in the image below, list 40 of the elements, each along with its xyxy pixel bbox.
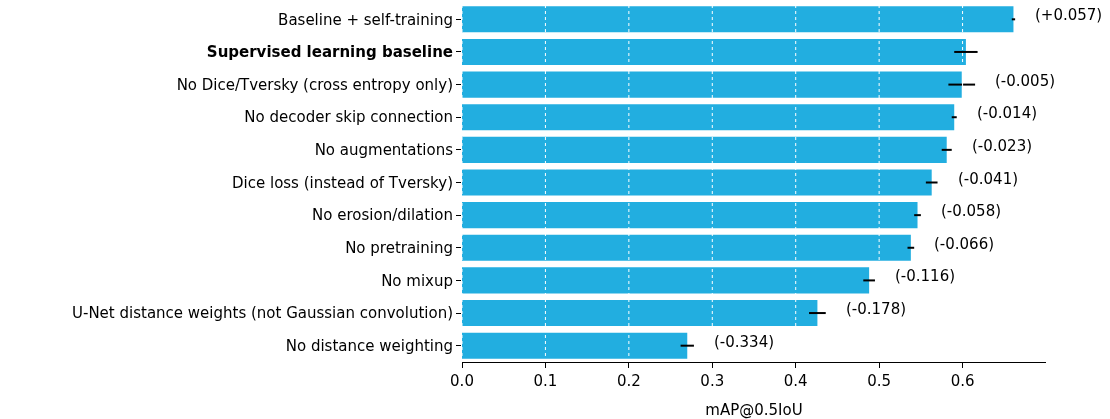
bar — [462, 267, 870, 294]
annotation: (-0.041) — [958, 170, 1019, 188]
bar — [462, 332, 688, 359]
annotation: (-0.116) — [895, 267, 956, 285]
bar — [462, 104, 955, 131]
y-tick-label: U-Net distance weights (not Gaussian convolution) — [72, 304, 453, 323]
y-tick-label: Baseline + self-training — [278, 10, 453, 29]
y-tick-label: No Dice/Tversky (cross entropy only) — [176, 75, 453, 94]
bar — [462, 169, 932, 196]
x-tick-label: 0.1 — [533, 372, 558, 390]
bar — [462, 38, 966, 66]
y-tick-label: Supervised learning baseline — [206, 43, 453, 62]
y-tick-label: No pretraining — [345, 239, 453, 258]
bar — [462, 71, 962, 98]
annotation: (-0.178) — [846, 300, 907, 318]
bar — [462, 202, 918, 229]
x-tick-label: 0.5 — [867, 372, 892, 390]
y-tick-label: No erosion/dilation — [312, 206, 453, 225]
bar — [462, 136, 947, 163]
x-axis-title: mAP@0.5IoU — [705, 401, 803, 419]
x-tick-label: 0.2 — [616, 372, 641, 390]
bar — [462, 299, 818, 327]
annotation: (-0.023) — [972, 137, 1033, 155]
annotation: (-0.058) — [941, 202, 1002, 220]
y-tick-label: No decoder skip connection — [244, 108, 453, 127]
annotation: (-0.066) — [934, 235, 995, 253]
x-tick-label: 0.6 — [950, 372, 975, 390]
y-tick-label: Dice loss (instead of Tversky) — [232, 173, 453, 192]
annotation: (-0.334) — [714, 333, 775, 351]
y-tick-label: No distance weighting — [285, 336, 453, 355]
y-tick-label: No augmentations — [314, 141, 454, 160]
annotation: (+0.057) — [1035, 6, 1103, 24]
annotation: (-0.005) — [995, 72, 1056, 90]
y-tick-label: No mixup — [381, 271, 453, 290]
bar — [462, 234, 911, 261]
x-tick-label: 0.3 — [700, 372, 725, 390]
annotation: (-0.014) — [977, 104, 1038, 122]
x-tick-label: 0.0 — [450, 372, 474, 390]
x-tick-label: 0.4 — [783, 372, 808, 390]
bar — [462, 6, 1014, 33]
